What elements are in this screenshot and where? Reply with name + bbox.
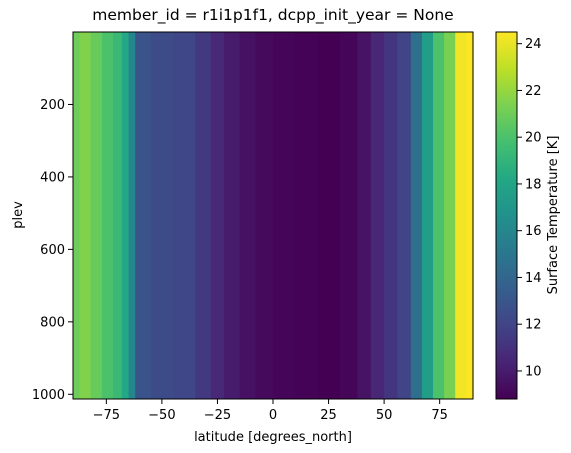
heatmap-cell xyxy=(273,32,296,399)
heatmap-cell xyxy=(421,32,434,399)
heatmap-cells xyxy=(73,32,474,399)
heatmap-cell xyxy=(255,32,274,399)
colorbar-ticks: 10 12 14 16 18 20 22 24 xyxy=(517,37,542,379)
x-tick-label: 75 xyxy=(431,408,448,423)
colorbar-tick-label: 22 xyxy=(525,84,542,99)
y-tick-label: 400 xyxy=(40,170,65,185)
heatmap-cell xyxy=(357,32,372,399)
heatmap-cell xyxy=(295,32,319,399)
colorbar-label: Surface Temperature [K] xyxy=(546,136,561,295)
colorbar-tick-label: 12 xyxy=(525,318,542,333)
heatmap-cell xyxy=(317,32,341,399)
heatmap-cell xyxy=(113,32,123,399)
y-tick-label: 600 xyxy=(40,243,65,258)
colorbar-tick-label: 16 xyxy=(525,224,542,239)
heatmap-cell xyxy=(150,32,174,399)
x-axis-ticks: −75 −50 −25 0 25 50 75 xyxy=(93,399,448,423)
x-axis-label: latitude [degrees_north] xyxy=(194,430,352,445)
heatmap-cell xyxy=(384,32,399,399)
heatmap-cell xyxy=(433,32,445,399)
y-tick-label: 800 xyxy=(40,315,65,330)
heatmap-cell xyxy=(173,32,196,399)
heatmap-cell xyxy=(195,32,212,399)
heatmap-cell xyxy=(370,32,385,399)
y-axis-ticks: 200 400 600 800 1000 xyxy=(32,98,73,403)
heatmap-cell xyxy=(101,32,114,399)
colorbar xyxy=(495,31,518,400)
x-tick-label: 0 xyxy=(269,408,277,423)
heatmap-cell xyxy=(79,32,92,399)
x-tick-label: 25 xyxy=(320,408,337,423)
heatmap-cell xyxy=(135,32,152,399)
colorbar-tick-label: 18 xyxy=(525,177,542,192)
heatmap-cell xyxy=(128,32,136,399)
heatmap-cell xyxy=(90,32,103,399)
heatmap-cell xyxy=(397,32,412,399)
heatmap-cell xyxy=(455,32,467,399)
colorbar-tick-label: 14 xyxy=(525,271,542,286)
colorbar-tick-label: 20 xyxy=(525,131,542,146)
heatmap-cell xyxy=(410,32,423,399)
heatmap-cell xyxy=(73,32,81,399)
x-tick-label: −50 xyxy=(148,408,175,423)
y-axis-label: plev xyxy=(11,201,26,229)
y-tick-label: 1000 xyxy=(32,388,65,403)
x-tick-label: −75 xyxy=(93,408,120,423)
heatmap-cell xyxy=(239,32,256,399)
x-tick-label: 50 xyxy=(376,408,393,423)
colorbar-tick-label: 24 xyxy=(525,37,542,52)
heatmap-cell xyxy=(121,32,130,399)
x-tick-label: −25 xyxy=(204,408,231,423)
heatmap-cell xyxy=(210,32,225,399)
colorbar-tick-label: 10 xyxy=(525,364,542,379)
heatmap-cell xyxy=(339,32,359,399)
y-tick-label: 200 xyxy=(40,98,65,113)
heatmap-cell xyxy=(466,32,474,399)
chart-title: member_id = r1i1p1f1, dcpp_init_year = N… xyxy=(92,6,453,25)
heatmap-cell xyxy=(444,32,456,399)
heatmap-cell xyxy=(224,32,241,399)
